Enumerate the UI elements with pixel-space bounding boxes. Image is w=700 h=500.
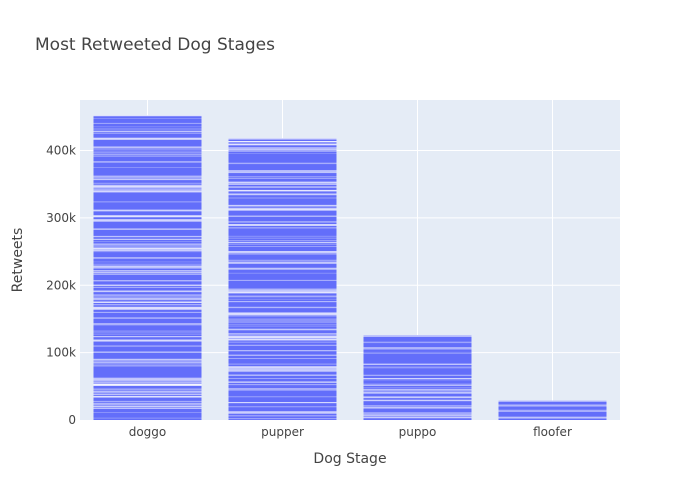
bars [93,115,607,420]
y-tick-label: 300k [46,211,76,225]
chart-title: Most Retweeted Dog Stages [35,35,275,55]
y-tick-label: 200k [46,278,76,292]
bar-fill [363,335,472,420]
x-axis-title: Dog Stage [313,451,386,467]
x-tick-label: puppo [399,425,437,439]
y-axis-title: Retweets [10,228,26,293]
bar-segment-lines [93,115,202,419]
bar-doggo [93,115,202,420]
y-tick-label: 400k [46,144,76,158]
x-tick-label: floofer [533,425,572,439]
bar-segment-lines [363,334,472,419]
bar-pupper [228,138,337,420]
x-tick-label: doggo [129,425,167,439]
bar-segment-lines [498,400,607,419]
bar-segment-lines [228,138,337,420]
bar-puppo [363,334,472,420]
y-axis-ticks: 0 100k 200k 300k 400k [46,144,76,427]
y-tick-label: 0 [68,413,76,427]
bar-floofer [498,400,607,420]
bar-fill [228,138,337,420]
x-axis-ticks: doggo pupper puppo floofer [129,425,572,439]
y-tick-label: 100k [46,346,76,360]
x-tick-label: pupper [261,425,304,439]
